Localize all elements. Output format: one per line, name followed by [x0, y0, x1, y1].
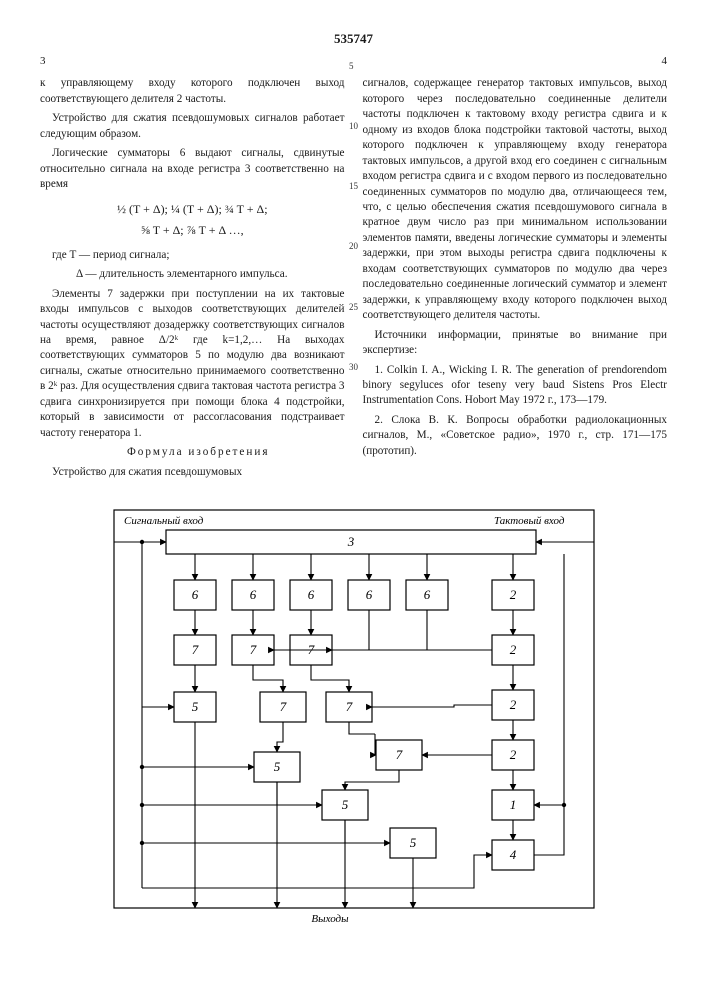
line-num: 15	[349, 180, 358, 192]
sources-heading: Источники информации, принятые во вниман…	[363, 328, 668, 359]
block-label: 7	[279, 699, 286, 714]
block-label: 5	[191, 699, 198, 714]
line-num: 25	[349, 301, 358, 313]
formula-title: Формула изобретения	[40, 445, 345, 460]
line-num: 30	[349, 361, 358, 373]
block-label: 5	[341, 797, 348, 812]
block-label: 6	[191, 587, 198, 602]
block-label: 6	[365, 587, 372, 602]
block-label: 5	[273, 759, 280, 774]
block-label: 1	[509, 797, 516, 812]
block-label: 6	[423, 587, 430, 602]
signal-in-label: Сигнальный вход	[124, 515, 204, 527]
line-num: 20	[349, 240, 358, 252]
block-label: 7	[191, 642, 198, 657]
para: сигналов, содержащее генератор тактовых …	[363, 76, 668, 323]
para: Элементы 7 задержки при поступлении на и…	[40, 287, 345, 442]
block-label: 5	[409, 835, 416, 850]
block-label: 7	[395, 747, 402, 762]
diagram-svg: 3666662777257727255154 Сигнальный вход Т…	[94, 490, 614, 930]
para: к управляющему входу которого подключен …	[40, 76, 345, 107]
block-label: 7	[249, 642, 256, 657]
page-num-right: 4	[662, 54, 668, 69]
left-column: к управляющему входу которого подключен …	[40, 76, 345, 476]
clock-in-label: Тактовый вход	[494, 515, 565, 527]
line-number-gutter: 5 10 15 20 25 30	[349, 60, 358, 373]
para: Логические сумматоры 6 выдают сигналы, с…	[40, 146, 345, 192]
para: Устройство для сжатия псевдошумовых сигн…	[40, 111, 345, 142]
line-num: 5	[349, 60, 358, 72]
line-num: 10	[349, 120, 358, 132]
block-label: 6	[307, 587, 314, 602]
block-label: 6	[249, 587, 256, 602]
page: 535747 3 4 5 10 15 20 25 30 к управляюще…	[0, 0, 707, 1000]
block-label: 2	[509, 697, 516, 712]
block-diagram: 3666662777257727255154 Сигнальный вход Т…	[40, 490, 667, 930]
patent-number: 535747	[40, 30, 667, 48]
block-label: 4	[509, 847, 516, 862]
reference: 1. Colkin I. A., Wicking I. R. The gener…	[363, 363, 668, 409]
block-label: 2	[509, 747, 516, 762]
formula-block: ½ (T + Δ); ¼ (T + Δ); ¾ T + Δ; ⅝ T + Δ; …	[40, 199, 345, 242]
definition: Δ — длительность элементарного импульса.	[40, 267, 345, 282]
block-label: 3	[346, 534, 354, 549]
block-label: 2	[509, 642, 516, 657]
block-label: 7	[345, 699, 352, 714]
formula-line: ½ (T + Δ); ¼ (T + Δ); ¾ T + Δ;	[40, 199, 345, 221]
definition: где T — период сигнала;	[40, 248, 345, 263]
formula-line: ⅝ T + Δ; ⅞ T + Δ …,	[40, 220, 345, 242]
page-num-left: 3	[40, 54, 46, 69]
outputs-label: Выходы	[311, 913, 349, 925]
block-label: 2	[509, 587, 516, 602]
para: Устройство для сжатия псевдошумовых	[40, 465, 345, 480]
reference: 2. Слока В. К. Вопросы обработки радиоло…	[363, 413, 668, 459]
right-column: сигналов, содержащее генератор тактовых …	[363, 76, 668, 476]
